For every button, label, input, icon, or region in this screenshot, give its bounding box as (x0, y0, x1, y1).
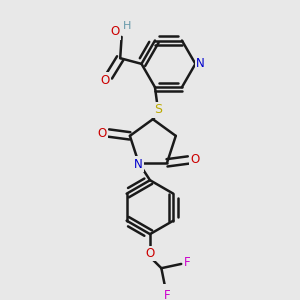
Text: F: F (164, 289, 170, 300)
Text: O: O (100, 74, 109, 86)
Text: O: O (190, 154, 199, 166)
Text: O: O (146, 247, 154, 260)
Text: S: S (154, 103, 162, 116)
Text: H: H (122, 21, 131, 31)
Text: O: O (98, 127, 107, 140)
Text: N: N (134, 158, 143, 171)
Text: O: O (110, 25, 119, 38)
Text: N: N (196, 57, 205, 70)
Text: F: F (184, 256, 191, 269)
